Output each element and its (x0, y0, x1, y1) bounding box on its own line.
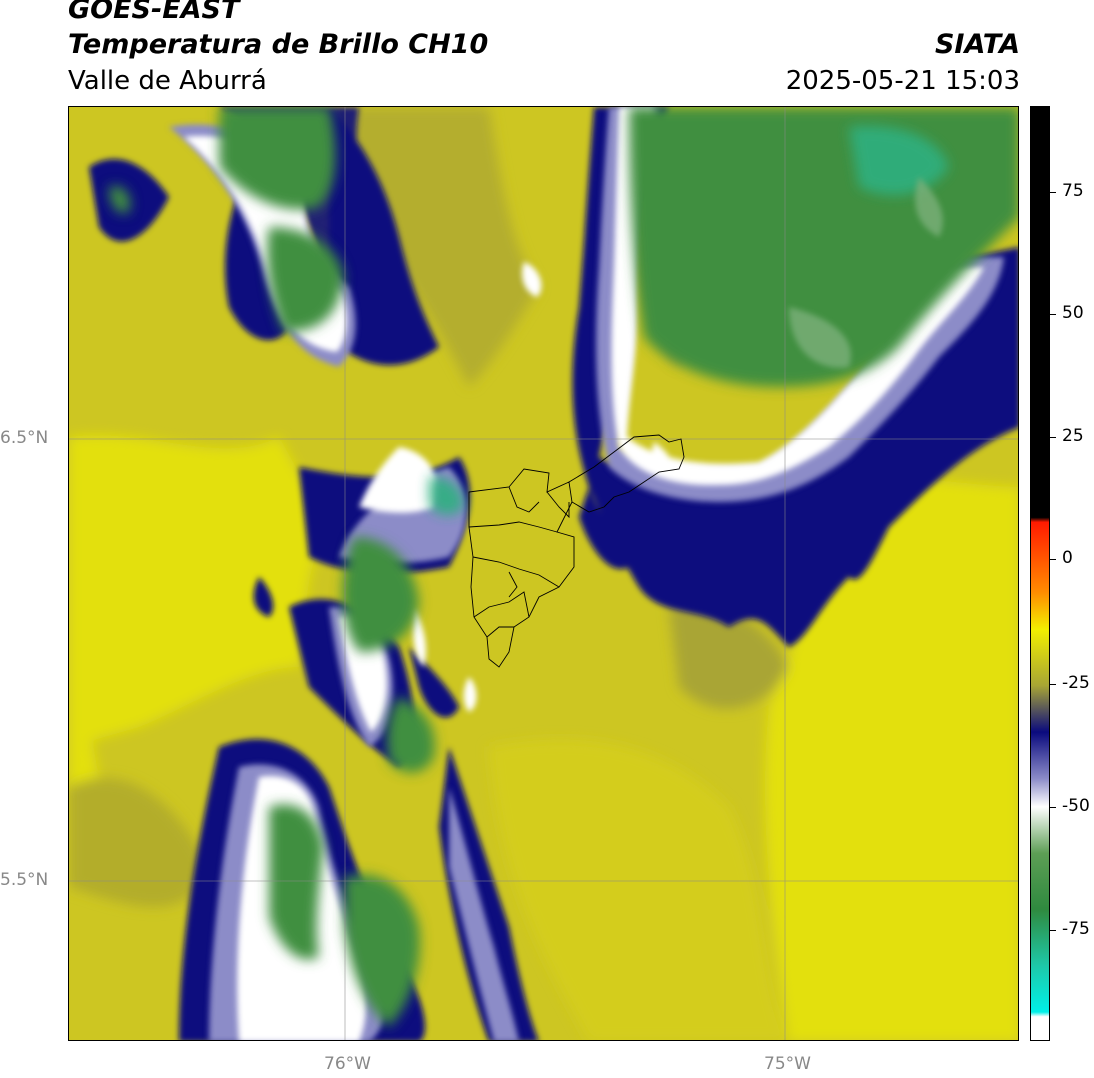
timestamp-label: 2025-05-21 15:03 (785, 66, 1020, 96)
colorbar-tick-label: 75 (1062, 181, 1084, 201)
colorbar-tick-label: 25 (1062, 426, 1084, 446)
map-title-product: Temperatura de Brillo CH10 (68, 29, 489, 60)
colorbar-tick (1050, 930, 1056, 931)
colorbar-tick (1050, 684, 1056, 685)
municipal-boundaries (468, 434, 685, 668)
colorbar-tick (1050, 314, 1056, 315)
brightness-temperature-map (68, 106, 1019, 1041)
brand-label: SIATA (934, 29, 1020, 60)
map-canvas (69, 107, 1018, 1040)
lat-label-6-5n: 6.5°N (0, 428, 49, 448)
colorbar-tick (1050, 807, 1056, 808)
colorbar-tick-label: -25 (1062, 673, 1090, 693)
colorbar-tick (1050, 559, 1056, 560)
colorbar-tick (1050, 192, 1056, 193)
lon-label-76w: 76°W (324, 1054, 371, 1074)
colorbar-tick-label: -75 (1062, 919, 1090, 939)
colorbar (1030, 106, 1050, 1041)
colorbar-tick-label: -50 (1062, 796, 1090, 816)
colorbar-tick-label: 50 (1062, 303, 1084, 323)
lon-label-75w: 75°W (764, 1054, 811, 1074)
colorbar-tick (1050, 437, 1056, 438)
map-title-satellite: GOES-EAST (68, 0, 240, 25)
colorbar-tick-label: 0 (1062, 548, 1073, 568)
lat-label-5-5n: 5.5°N (0, 870, 49, 890)
map-subtitle-region: Valle de Aburrá (68, 66, 267, 96)
